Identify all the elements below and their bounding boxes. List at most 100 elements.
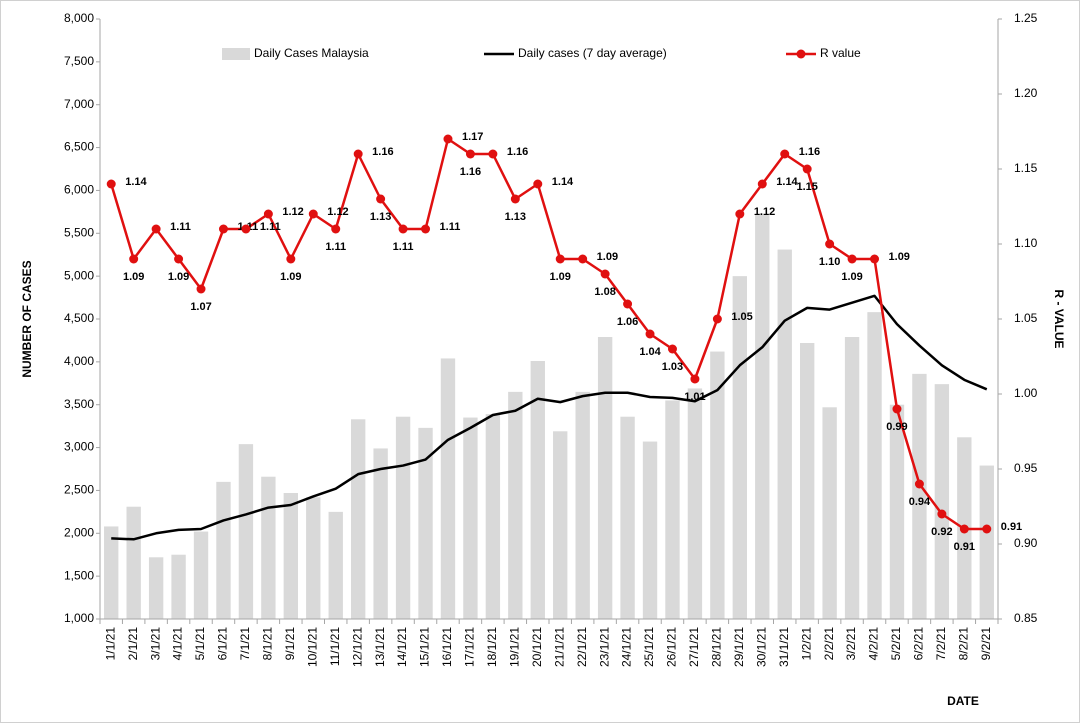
data-label: 1.13	[505, 211, 526, 223]
y-tick-label: 5,000	[64, 268, 94, 282]
x-tick-label: 5/2/21	[889, 627, 903, 661]
x-tick-label: 7/2/21	[934, 627, 948, 661]
marker	[218, 224, 228, 234]
x-tick-label: 1/1/21	[103, 627, 117, 661]
marker	[825, 239, 835, 249]
x-tick-label: 27/1/21	[687, 627, 701, 667]
data-label: 1.09	[889, 251, 910, 263]
marker	[106, 179, 116, 189]
bar	[126, 506, 141, 619]
y-tick-label: 7,500	[64, 54, 94, 68]
marker	[465, 149, 475, 159]
marker	[488, 149, 498, 159]
x-tick-label: 10/1/21	[305, 627, 319, 667]
bar	[283, 493, 299, 619]
data-label: 1.11	[393, 241, 414, 253]
bar	[687, 388, 703, 619]
bar	[463, 417, 478, 619]
bar	[597, 337, 613, 619]
data-label: 1.12	[327, 206, 348, 218]
bar	[665, 400, 680, 619]
x-tick-label: 19/1/21	[507, 627, 521, 667]
bar	[216, 481, 231, 619]
y2-axis-title: R - VALUE	[1052, 289, 1066, 348]
y-tick-label: 1,500	[64, 568, 94, 582]
x-tick-label: 28/1/21	[710, 627, 724, 667]
marker	[780, 149, 790, 159]
data-label: 1.03	[662, 361, 683, 373]
marker	[982, 524, 992, 534]
line	[110, 137, 987, 531]
data-label: 1.09	[123, 271, 144, 283]
x-tick-label: 2/1/21	[126, 627, 140, 661]
bar	[104, 526, 119, 619]
marker	[286, 254, 296, 264]
marker	[443, 134, 453, 144]
marker	[914, 479, 924, 489]
data-label: 1.16	[507, 146, 528, 158]
marker	[398, 224, 408, 234]
marker	[735, 209, 745, 219]
y2-tick-label: 1.20	[1014, 86, 1038, 100]
x-tick-label: 30/1/21	[754, 627, 768, 667]
marker	[263, 209, 273, 219]
bar	[889, 404, 905, 619]
marker	[645, 329, 655, 339]
bar	[350, 419, 366, 619]
y2-tick-label: 0.90	[1014, 536, 1038, 550]
data-label: 1.14	[125, 176, 147, 188]
bar	[710, 351, 725, 619]
legend-label: R value	[820, 46, 861, 60]
bar	[530, 361, 545, 619]
x-tick-label: 17/1/21	[463, 627, 477, 667]
marker	[937, 509, 947, 519]
bar	[822, 407, 837, 619]
bar	[238, 444, 254, 619]
data-label: 1.15	[796, 181, 817, 193]
legend-label: Daily cases (7 day average)	[518, 46, 667, 60]
data-label: 1.11	[260, 221, 281, 233]
bar	[777, 249, 792, 620]
data-label: 0.99	[886, 421, 907, 433]
data-label: 1.01	[684, 391, 705, 403]
marker	[241, 224, 251, 234]
x-tick-label: 21/1/21	[552, 627, 566, 667]
bar	[148, 557, 164, 619]
x-tick-label: 24/1/21	[620, 627, 634, 667]
data-label: 1.14	[552, 176, 574, 188]
x-tick-label: 6/2/21	[912, 627, 926, 661]
y-tick-label: 1,000	[64, 611, 94, 625]
data-label: 1.11	[325, 241, 346, 253]
x-tick-label: 6/1/21	[216, 627, 230, 661]
data-label: 1.09	[841, 271, 862, 283]
data-label: 1.16	[460, 166, 481, 178]
legend-label: Daily Cases Malaysia	[254, 46, 369, 60]
data-label: 1.11	[440, 221, 461, 233]
marker	[690, 374, 700, 384]
x-tick-label: 7/1/21	[238, 627, 252, 661]
y-tick-label: 8,000	[64, 11, 94, 25]
bar	[867, 312, 882, 619]
x-tick-label: 26/1/21	[665, 627, 679, 667]
x-tick-label: 9/2/21	[979, 627, 993, 661]
y2-tick-label: 1.15	[1014, 161, 1038, 175]
marker	[578, 254, 588, 264]
marker	[151, 224, 161, 234]
data-label: 1.10	[819, 256, 840, 268]
legend-swatch	[222, 48, 250, 60]
y-tick-label: 2,000	[64, 525, 94, 539]
bar	[508, 391, 523, 619]
marker	[802, 164, 812, 174]
x-tick-label: 18/1/21	[485, 627, 499, 667]
marker	[892, 404, 902, 414]
x-tick-label: 16/1/21	[440, 627, 454, 667]
y-tick-label: 3,000	[64, 440, 94, 454]
marker	[129, 254, 139, 264]
data-label: 1.13	[370, 211, 391, 223]
marker	[959, 524, 969, 534]
y-axis-title: NUMBER OF CASES	[20, 260, 34, 377]
marker	[847, 254, 857, 264]
bar	[553, 431, 568, 619]
marker	[174, 254, 184, 264]
bar	[844, 337, 860, 619]
